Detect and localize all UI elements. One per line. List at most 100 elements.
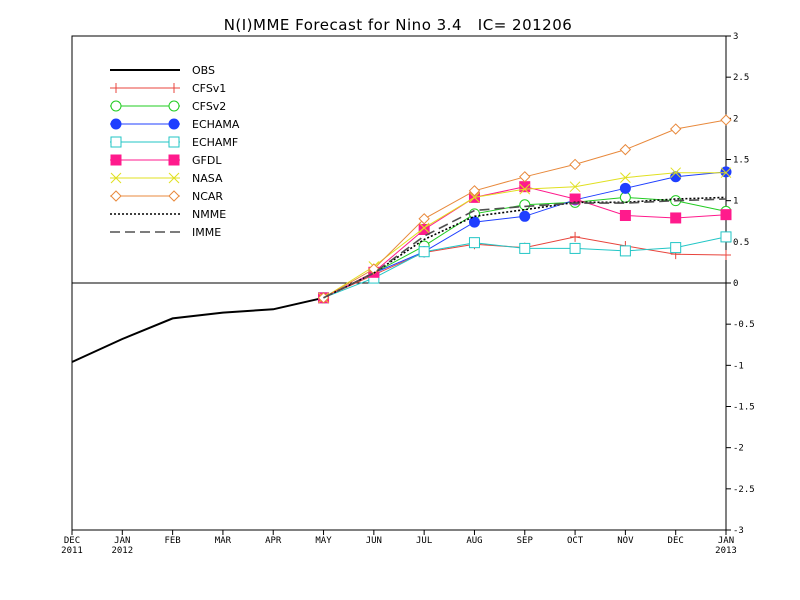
y-tick-label: -0.5 [733,320,755,330]
data-point [619,245,631,257]
x-tick-label: DEC [64,536,80,546]
legend-marker [110,172,122,184]
data-point [720,209,732,221]
legend-label: IMME [192,226,221,239]
legend-label: NCAR [192,190,223,203]
legend: OBS CFSv1 CFSv2 ECHAMA ECHAMF GFDL NASA NCAR NMM… [110,64,240,239]
legend-label: NASA [192,172,223,185]
data-point [468,237,480,249]
legend-marker [110,118,122,130]
x-tick-label: OCT [567,536,584,546]
y-tick-label: 3 [733,32,738,42]
y-axis: -3 -2.5 -2 -1.5 -1 -0.5 0 0.5 1 1.5 2 2.5 3 [726,32,755,536]
y-tick-label: 2 [733,114,738,124]
y-tick-label: -1.5 [733,403,755,413]
x-tick-label: SEP [517,536,534,546]
data-point [619,209,631,221]
data-point [570,231,581,242]
x-tick-label: MAY [315,536,332,546]
series-echamf [318,231,732,304]
x-tick-label: JAN [114,536,130,546]
data-point [620,172,631,183]
x-tick-label: JAN [718,536,734,546]
series-line-nmme [323,196,727,299]
x-tick-label: APR [265,536,282,546]
legend-entry-cfsv1: CFSv1 [110,82,226,95]
data-point [468,185,481,197]
legend-marker [110,154,122,166]
x-tick-year-label: 2012 [111,546,133,556]
data-point [519,199,531,211]
legend-label: CFSv2 [192,100,226,113]
data-point [519,171,531,183]
legend-entry-nasa: NASA [110,172,223,185]
y-tick-label: -2 [733,444,744,454]
x-tick-label: MAR [215,536,232,546]
legend-marker [168,136,180,148]
y-tick-label: 0 [733,279,738,289]
data-point [418,222,430,234]
legend-label: OBS [192,64,215,77]
data-point [519,242,531,254]
data-point [519,210,531,222]
y-tick-label: -1 [733,361,744,371]
data-point [418,213,430,225]
data-point [720,231,732,243]
y-tick-label: -2.5 [733,485,755,495]
series-ncar [317,114,732,304]
legend-marker [168,154,180,166]
legend-marker [168,118,180,130]
legend-entry-ncar: NCAR [110,190,223,203]
legend-entry-imme: IMME [110,226,221,239]
data-point [418,246,430,258]
legend-marker [169,83,179,93]
data-point [368,263,380,275]
chart-title: N(I)MME Forecast for Nino 3.4 IC= 201206 [224,16,573,34]
series-line-imme [323,198,727,299]
legend-marker [110,100,122,112]
data-point [669,123,682,135]
legend-entry-cfsv2: CFSv2 [110,100,226,113]
y-tick-label: 0.5 [733,238,749,248]
x-tick-year-label: 2013 [715,546,737,556]
legend-entry-obs: OBS [110,64,215,77]
data-point [469,192,480,203]
legend-entry-echama: ECHAMA [110,118,240,131]
data-point [569,242,581,254]
data-point [670,167,682,179]
data-point [720,167,732,179]
x-tick-year-label: 2011 [61,546,83,556]
data-point [619,143,632,156]
series-obs [71,296,324,363]
data-point [721,250,731,261]
legend-label: NMME [192,208,226,221]
x-tick-label: NOV [617,536,634,546]
series-line-obs [71,296,324,363]
legend-marker [168,190,180,202]
x-tick-label: JUL [416,536,432,546]
data-point [720,166,732,178]
legend-entry-echamf: ECHAMF [110,136,238,149]
x-tick-label: DEC [668,536,684,546]
legend-label: CFSv1 [192,82,226,95]
data-point [519,183,531,195]
legend-label: GFDL [192,154,222,167]
legend-marker [111,83,121,93]
y-tick-label: -3 [733,526,744,536]
series-layer [71,114,732,363]
legend-entry-gfdl: GFDL [110,154,222,167]
legend-marker [168,172,180,184]
legend-marker [168,100,180,112]
y-tick-label: 1 [733,197,738,207]
data-point [569,193,581,205]
x-tick-label: JUN [366,536,382,546]
data-point [670,171,682,183]
data-point [670,242,682,254]
data-point [720,114,732,126]
series-imme [323,198,727,299]
legend-marker [110,190,122,202]
data-point [468,216,480,228]
legend-entry-nmme: NMME [110,208,226,221]
